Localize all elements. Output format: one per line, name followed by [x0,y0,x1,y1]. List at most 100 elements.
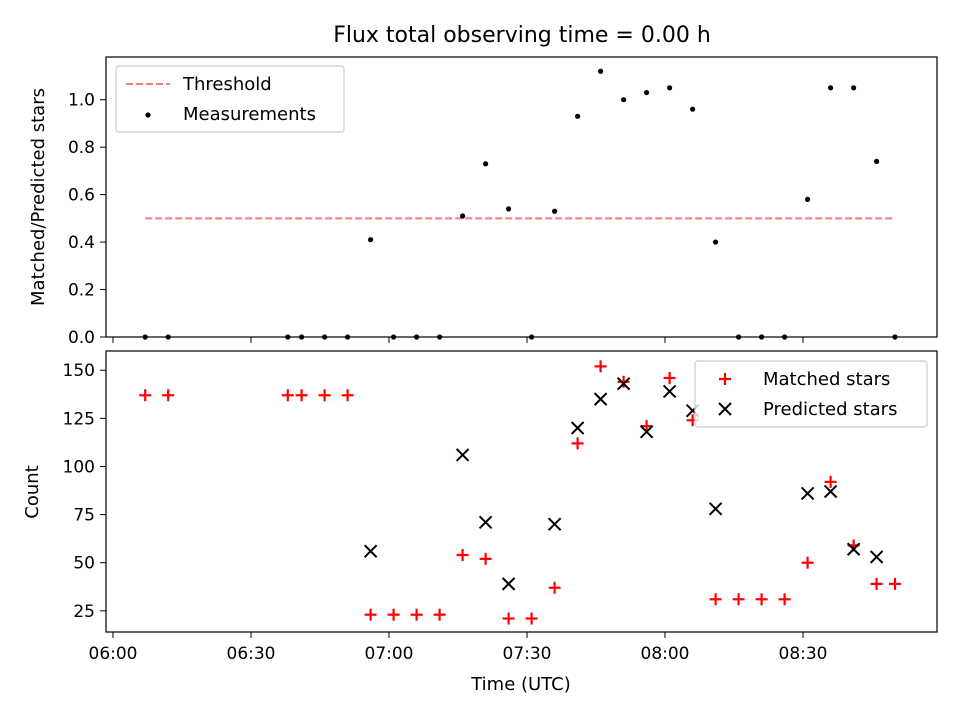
matched-stars-point [640,420,653,433]
measurement-point [667,85,673,91]
measurement-point [437,334,443,340]
x-tick-label: 08:00 [641,644,690,664]
predicted-stars-point [869,550,884,564]
matched-stars-point [318,389,331,402]
measurement-point [414,334,420,340]
measurement-point [483,161,489,167]
predicted-stars-point [639,425,654,439]
top-plot-marks [142,68,898,340]
x-tick-label: 07:30 [503,644,552,664]
predicted-stars-point [501,577,516,591]
measurement-point [621,97,627,103]
predicted-stars-point [823,484,838,499]
top-legend-box [115,65,345,133]
matched-stars-point [525,612,538,625]
predicted-stars-point [846,542,861,556]
matched-stars-point [162,389,175,402]
x-tick-label: 08:30 [779,644,828,664]
measurement-point [552,208,558,214]
bottom-legend: Matched stars Predicted stars [694,360,928,428]
matched-stars-point [281,389,294,402]
measurement-point [285,334,291,340]
matched-stars-point [617,375,630,388]
bottom-y-tick-label: 150 [63,361,95,381]
x-axis-label: Time (UTC) [470,674,571,695]
matched-stars-point [387,608,400,621]
measurement-point [759,334,765,340]
matched-stars-point [433,608,446,621]
matched-stars-point [824,475,837,488]
bottom-x-axis: 06:00 06:30 07:00 07:30 08:00 08:30 [89,632,828,664]
top-y-axis-label: Matched/Predicted stars [28,88,49,306]
measurement-point [892,334,898,340]
measurement-point [713,239,719,245]
matched-stars-point [295,389,308,402]
predicted-stars-point [708,502,723,516]
measurement-point [782,334,788,340]
matched-stars-point [456,549,469,562]
predicted-stars-point [570,421,585,435]
legend-measurements-label: Measurements [183,104,316,125]
top-y-tick-label: 0.4 [68,233,95,253]
matched-stars-point [410,608,423,621]
bottom-y-axis-label: Count [22,465,43,518]
x-tick-label: 06:30 [227,644,276,664]
matched-stars-point [594,360,607,373]
matched-stars-point [663,371,676,384]
measurement-point [851,85,857,91]
measurement-point [690,106,696,112]
legend-predicted-swatch [718,402,732,416]
measurement-point [828,85,834,91]
predicted-stars-point [662,384,677,399]
legend-threshold-label: Threshold [182,74,272,95]
top-legend: Threshold Measurements [115,65,345,133]
matched-stars-point [364,608,377,621]
measurement-point [142,334,148,340]
top-y-tick-label: 1.0 [68,91,95,111]
measurement-point [506,206,512,212]
bottom-y-axis: 25 50 75 100 125 150 [63,361,106,622]
matched-stars-point [889,577,901,590]
top-y-tick-label: 0.6 [68,186,95,206]
legend-predicted-label: Predicted stars [763,399,897,420]
predicted-stars-point [478,515,493,530]
legend-matched-swatch [719,373,731,385]
bottom-y-tick-label: 75 [73,506,95,526]
top-y-tick-label: 0.8 [68,138,95,158]
x-tick-label: 07:00 [365,644,414,664]
predicted-stars-point [616,377,631,391]
matched-stars-point [571,437,584,450]
bottom-plot-frame [105,350,938,633]
matched-stars-point [755,593,768,606]
matched-stars-point [479,552,492,565]
bottom-y-tick-label: 100 [63,457,95,477]
bottom-y-tick-label: 25 [73,602,95,622]
matched-stars-point [870,577,883,590]
measurement-point [575,113,581,119]
bottom-plot-marks [139,360,901,625]
matched-stars-point [732,593,745,606]
top-plot-frame [105,56,938,338]
measurement-point [460,213,466,219]
predicted-stars-point [547,517,562,531]
predicted-stars-point [800,486,815,501]
top-x-axis [112,337,804,343]
matched-stars-point [502,612,515,625]
bottom-y-tick-label: 50 [73,554,95,574]
measurement-point [345,334,351,340]
measurement-point [644,89,650,96]
predicted-stars-point [363,544,378,558]
matched-stars-point [709,593,722,606]
measurement-point [322,334,328,340]
measurement-point [299,334,305,340]
measurement-point [598,68,604,74]
matched-stars-point [801,556,814,569]
x-tick-label: 06:00 [89,644,138,664]
measurement-point [391,334,397,340]
matched-stars-point [139,389,152,402]
top-y-tick-label: 0.2 [68,281,95,301]
matched-stars-point [341,389,354,402]
chart-title: Flux total observing time = 0.00 h [333,23,711,48]
